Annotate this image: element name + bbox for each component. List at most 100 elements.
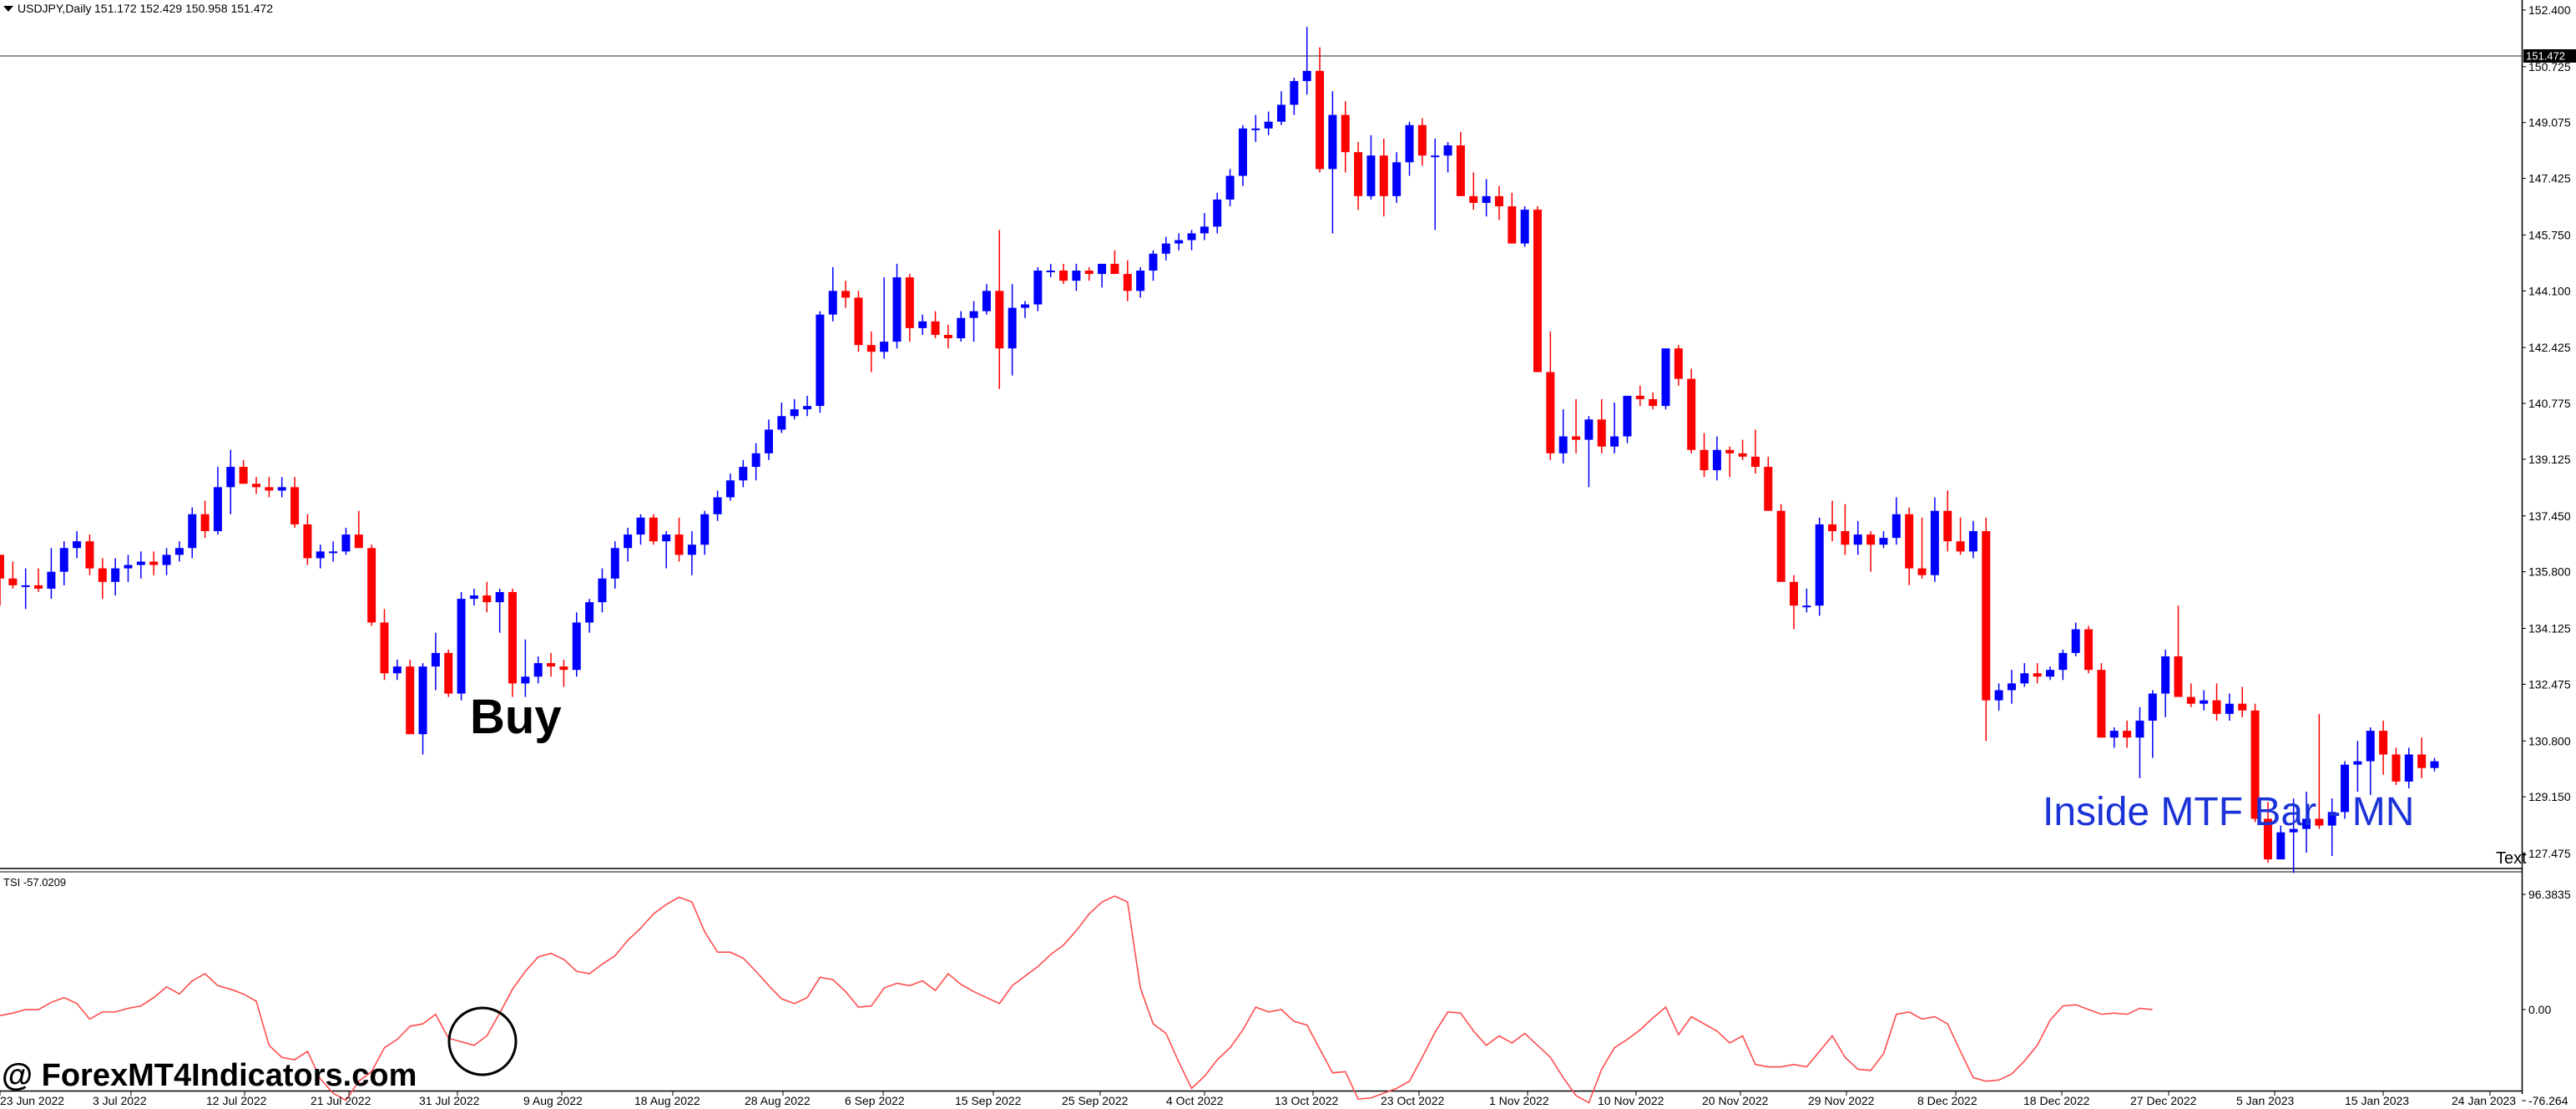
candle-body [2250, 710, 2260, 819]
candle-body [1943, 510, 1952, 542]
candle-body [2238, 703, 2247, 711]
candle-body [1968, 531, 1977, 552]
price-tick-label: 137.450 [2528, 509, 2571, 523]
candle-body [1456, 145, 1465, 196]
candle-body [624, 534, 633, 549]
tsi-label: TSI -57.0209 [3, 876, 66, 889]
candle-body [636, 517, 645, 535]
candle-body [2007, 683, 2016, 691]
candle-body [1354, 152, 1363, 196]
candle-body [2225, 703, 2234, 714]
candle-body [1225, 175, 1235, 200]
candle-body [457, 599, 466, 694]
candle-body [725, 480, 735, 498]
candle-body [1417, 124, 1427, 156]
candle-body [610, 548, 619, 579]
candle-body [521, 676, 530, 684]
candle-body [59, 548, 68, 572]
candle-body [841, 291, 851, 298]
candle-body [1764, 467, 1773, 511]
candle-body [1213, 199, 1222, 227]
candle-body [1110, 263, 1119, 275]
candle-body [2109, 731, 2119, 738]
price-tick-label: 129.150 [2528, 790, 2571, 803]
candle-body [533, 663, 543, 677]
price-tick-label: 134.125 [2528, 622, 2571, 636]
candle-body [969, 311, 978, 318]
candle-body [1610, 436, 1619, 447]
candle-body [995, 291, 1004, 349]
candle-body [1021, 304, 1029, 308]
time-tick-label: 9 Aug 2022 [523, 1094, 583, 1107]
candle-body [2366, 731, 2375, 762]
candle-body [2417, 754, 2427, 768]
candle-body [1841, 531, 1850, 545]
candle-body [1136, 271, 1145, 291]
candle-body [1302, 70, 1311, 82]
time-tick-label: 21 Jul 2022 [311, 1094, 371, 1107]
candle-body [572, 622, 581, 671]
candle-body [1879, 538, 1888, 545]
candle-body [2200, 700, 2209, 704]
price-tick-label: 140.775 [2528, 397, 2571, 410]
watermark: @ ForexMT4Indicators.com [2, 1058, 417, 1093]
candle-body [1482, 195, 1491, 203]
candle-body [1072, 271, 1081, 281]
candle-body [1649, 398, 1658, 407]
candle-body [2263, 818, 2272, 860]
triangle-down-icon[interactable] [3, 6, 13, 12]
candle-body [2392, 754, 2401, 782]
candle-body [406, 666, 415, 735]
candle-body [1008, 307, 1017, 349]
time-tick-label: 4 Oct 2022 [1166, 1094, 1224, 1107]
candle-body [790, 409, 799, 417]
candle-body [34, 585, 43, 589]
candle-body [1930, 510, 1939, 575]
candle-body [2174, 656, 2183, 697]
time-tick-label: 31 Jul 2022 [419, 1094, 480, 1107]
candle-body [200, 514, 210, 532]
price-axis[interactable]: 152.400 150.725 149.075 147.425 145.750 144.1… [2522, 3, 2571, 860]
candle-body [354, 534, 363, 549]
candle-body [277, 487, 286, 491]
text-object-label: Text [2496, 849, 2527, 868]
time-tick-label: 3 Jul 2022 [93, 1094, 147, 1107]
candle-body [1033, 271, 1043, 305]
candle-body [2058, 652, 2068, 671]
candle-body [1802, 605, 1811, 608]
time-tick-label: 10 Nov 2022 [1598, 1094, 1664, 1107]
candle-body [1098, 263, 1107, 275]
ohlc-readout: 151.172 152.429 150.958 151.472 [94, 2, 273, 15]
candle-body [8, 578, 18, 585]
candle-body [1187, 233, 1196, 241]
tsi-layer [0, 895, 2153, 1104]
candle-body [136, 561, 145, 565]
candle-body [1994, 690, 2003, 701]
candle-body [1635, 395, 1644, 399]
time-axis[interactable]: 23 Jun 2022 3 Jul 2022 12 Jul 2022 21 Jul 2… [0, 1091, 2516, 1107]
candle-body [1700, 449, 1709, 471]
tsi-axis[interactable]: 96.3835 0.00 -76.264 [2522, 888, 2571, 1107]
candle-body [162, 554, 171, 565]
candle-body [2430, 761, 2439, 768]
candle-body [2302, 818, 2311, 829]
candle-body [1661, 348, 1670, 407]
candle-body [866, 345, 876, 352]
candle-body [495, 591, 504, 603]
buy-annotation: Buy [470, 690, 562, 744]
candle-body [700, 514, 710, 545]
candle-body [1892, 514, 1901, 539]
candle-body [687, 544, 696, 555]
candle-body [2341, 764, 2350, 813]
time-tick-label: 12 Jul 2022 [206, 1094, 267, 1107]
candle-body [1828, 524, 1837, 532]
candle-body [1443, 145, 1452, 156]
candle-body [1558, 436, 1568, 453]
candle-body [226, 467, 235, 488]
candle-body [1508, 206, 1517, 244]
indicator-name-text: Inside MTF Bar - MN [2043, 790, 2414, 834]
candle-body [649, 517, 658, 542]
price-tick-label: 144.100 [2528, 284, 2571, 297]
price-tick-label: 130.800 [2528, 734, 2571, 747]
